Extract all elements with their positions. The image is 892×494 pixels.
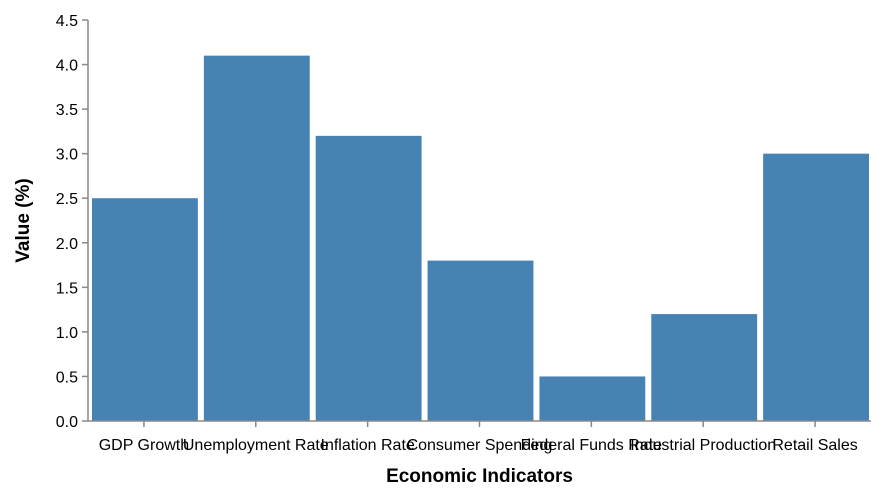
bar-3 <box>427 260 534 421</box>
y-tick-label-7: 3.5 <box>56 102 78 119</box>
y-tick-label-8: 4.0 <box>56 58 78 75</box>
bar-1 <box>203 55 310 422</box>
y-tick-label-9: 4.5 <box>56 13 78 30</box>
bar-4 <box>539 376 646 421</box>
y-tick-label-5: 2.5 <box>56 191 78 208</box>
y-tick-label-2: 1.0 <box>56 325 78 342</box>
x-tick-label-3: Consumer Spending <box>407 437 553 454</box>
x-tick-label-5: Industrial Production <box>630 437 776 454</box>
bar-5 <box>651 314 758 421</box>
y-tick-label-0: 0.0 <box>56 414 78 431</box>
bars-group <box>92 55 869 422</box>
x-axis-title: Economic Indicators <box>386 466 573 487</box>
x-tick-label-6: Retail Sales <box>772 437 857 454</box>
x-tick-label-0: GDP Growth <box>99 437 189 454</box>
y-tick-label-1: 0.5 <box>56 369 78 386</box>
x-tick-label-2: Inflation Rate <box>321 437 415 454</box>
x-tick-label-4: Federal Funds Rate <box>521 437 663 454</box>
bar-2 <box>315 135 422 421</box>
y-tick-label-3: 1.5 <box>56 280 78 297</box>
y-tick-label-4: 2.0 <box>56 236 78 253</box>
y-tick-label-6: 3.0 <box>56 147 78 164</box>
bar-0 <box>92 198 198 421</box>
y-axis: 0.0 0.5 1.0 1.5 2.0 2.5 3.0 3.5 4.0 4.5 <box>56 13 89 431</box>
bar-6 <box>763 153 869 421</box>
y-axis-title: Value (%) <box>13 178 34 262</box>
x-tick-label-1: Unemployment Rate <box>183 437 329 454</box>
